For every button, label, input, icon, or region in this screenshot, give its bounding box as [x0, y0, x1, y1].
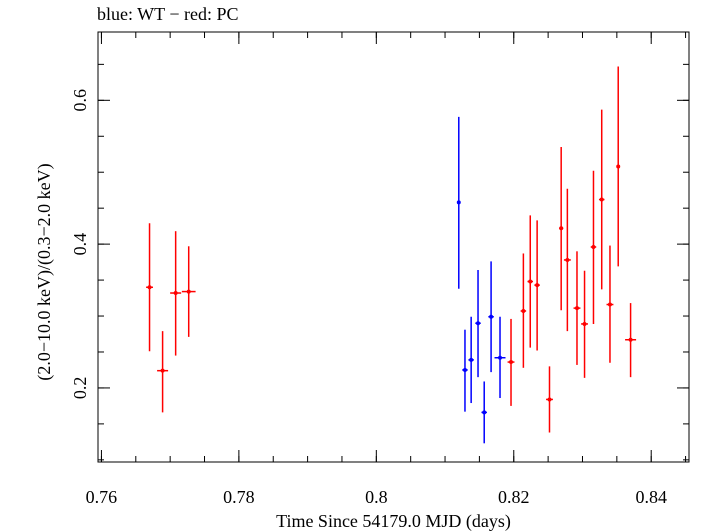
point-marker — [528, 279, 533, 284]
x-tick-label: 0.76 — [86, 487, 118, 507]
point-marker — [591, 245, 596, 249]
x-tick-label: 0.84 — [635, 487, 667, 507]
data-point — [181, 246, 196, 337]
data-point — [590, 170, 597, 324]
x-tick-label: 0.82 — [498, 487, 530, 507]
point-marker — [469, 357, 474, 362]
series-wt — [456, 116, 506, 444]
data-point — [507, 318, 515, 406]
series-pc — [146, 66, 637, 433]
point-marker — [456, 200, 461, 205]
y-axis-label: (2.0−10.0 keV)/(0.3−2.0 keV) — [34, 163, 55, 380]
data-points — [146, 66, 637, 444]
point-marker — [186, 289, 191, 294]
data-point — [581, 270, 588, 378]
data-point — [475, 270, 481, 378]
point-marker — [173, 291, 178, 296]
data-point — [606, 245, 614, 363]
point-marker — [599, 197, 604, 202]
point-marker — [498, 355, 503, 360]
point-marker — [535, 283, 540, 288]
point-marker — [582, 321, 587, 326]
data-point — [559, 147, 564, 311]
data-point — [573, 251, 581, 365]
data-point — [494, 316, 506, 399]
data-point — [598, 109, 605, 290]
plot-frame — [97, 31, 690, 463]
x-tick-label: 0.8 — [365, 487, 388, 507]
data-point — [534, 220, 540, 351]
data-point — [170, 231, 182, 356]
y-axis: 0.2 0.4 0.6 — [70, 63, 689, 461]
point-marker — [147, 285, 152, 290]
point-marker — [521, 308, 526, 313]
data-point — [146, 223, 153, 352]
data-point — [520, 253, 527, 368]
data-point — [563, 188, 571, 332]
data-point — [616, 66, 621, 267]
data-point — [546, 366, 553, 433]
point-marker — [565, 257, 570, 262]
data-point — [456, 116, 461, 289]
point-marker — [509, 360, 514, 365]
x-axis-label: Time Since 54179.0 MJD (days) — [276, 511, 511, 532]
point-marker — [489, 314, 494, 319]
point-marker — [616, 164, 621, 169]
data-point — [488, 261, 494, 373]
point-marker — [547, 397, 552, 402]
data-point — [462, 329, 468, 412]
point-marker — [476, 321, 481, 326]
point-marker — [160, 368, 165, 373]
x-axis: 0.76 0.78 0.8 0.82 0.84 — [86, 32, 687, 507]
point-marker — [462, 367, 467, 372]
data-point — [625, 303, 637, 378]
x-tick-label: 0.78 — [223, 487, 255, 507]
y-tick-label: 0.2 — [70, 377, 90, 400]
data-point — [481, 381, 487, 444]
point-marker — [574, 306, 579, 311]
point-marker — [607, 302, 612, 307]
y-tick-label: 0.4 — [70, 233, 90, 256]
point-marker — [628, 337, 633, 342]
data-point — [527, 215, 534, 348]
data-point — [157, 331, 169, 413]
data-point — [468, 316, 474, 404]
y-tick-label: 0.6 — [70, 89, 90, 112]
point-marker — [559, 226, 564, 231]
point-marker — [482, 410, 487, 415]
chart-title: blue: WT − red: PC — [97, 4, 239, 24]
